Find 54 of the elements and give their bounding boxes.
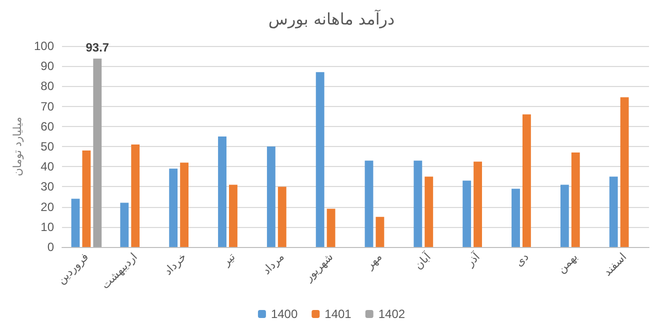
y-axis-title: میلیارد تومان [11, 116, 24, 176]
bar [71, 198, 80, 247]
y-tick-label: 0 [47, 240, 54, 254]
y-tick-label: 30 [40, 180, 54, 194]
chart-title: درآمد ماهانه بورس [268, 8, 395, 28]
bar [228, 184, 238, 247]
bar [82, 150, 91, 247]
legend-label: 1400 [270, 307, 298, 321]
bar [266, 146, 276, 247]
bar [462, 180, 472, 247]
bar [218, 136, 226, 247]
bar [131, 144, 140, 247]
x-tick-label: آبان [411, 249, 434, 272]
bar [180, 162, 189, 247]
x-tick-label: اسفند [600, 250, 630, 279]
bar [414, 160, 422, 247]
bar [316, 72, 324, 247]
legend-label: 1402 [378, 307, 406, 321]
bar [364, 160, 374, 247]
bar [560, 184, 569, 247]
bar [376, 216, 384, 247]
x-tick-label: بهمن [554, 250, 580, 276]
bar [169, 168, 178, 247]
y-tick-label: 50 [40, 140, 54, 154]
x-tick-label: اردیبهشت [98, 250, 140, 292]
bar [326, 208, 336, 247]
bar [278, 186, 286, 247]
bar [474, 162, 482, 247]
bar [93, 58, 102, 247]
x-tick-label: دی [512, 250, 532, 270]
y-tick-label: 90 [40, 59, 54, 74]
x-tick-label: خرداد [162, 250, 189, 278]
bar [512, 188, 520, 247]
y-tick-label: 100 [34, 39, 54, 53]
x-tick-label: تیر [219, 250, 238, 270]
y-tick-label: 60 [40, 119, 54, 134]
x-tick-label: مرداد [260, 250, 287, 278]
bar [120, 202, 129, 247]
data-label: 93.7 [86, 40, 110, 55]
y-tick-label: 10 [40, 220, 54, 234]
bar [522, 114, 531, 247]
x-tick-label: مهر [362, 250, 385, 272]
x-tick-label: آذر [462, 249, 484, 270]
y-tick-label: 20 [40, 200, 54, 214]
x-tick-label: شهریور [301, 250, 336, 285]
bar [620, 97, 629, 247]
bar [609, 176, 618, 247]
y-tick-label: 80 [40, 79, 54, 94]
bar [571, 152, 580, 247]
y-tick-label: 70 [40, 99, 54, 114]
legend-label: 1401 [324, 307, 352, 321]
x-tick-label: فروردین [54, 250, 92, 287]
y-tick-label: 40 [40, 160, 54, 174]
bar [424, 176, 434, 247]
